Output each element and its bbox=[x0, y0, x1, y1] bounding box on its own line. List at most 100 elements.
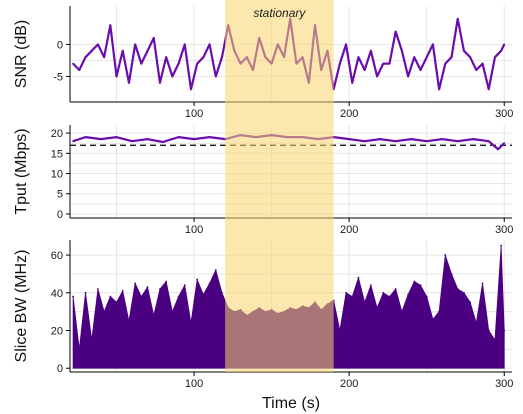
data-point bbox=[410, 138, 413, 141]
data-point bbox=[72, 295, 75, 298]
x-tick-label: 200 bbox=[340, 108, 358, 120]
data-point bbox=[481, 62, 484, 65]
data-point bbox=[469, 56, 472, 59]
data-point bbox=[165, 56, 168, 59]
y-tick-label: 10 bbox=[51, 169, 63, 181]
data-point bbox=[214, 75, 217, 78]
data-point bbox=[413, 280, 416, 283]
data-point bbox=[475, 322, 478, 324]
data-point bbox=[171, 75, 174, 78]
data-point bbox=[345, 43, 347, 46]
data-point bbox=[432, 43, 434, 46]
data-point bbox=[146, 286, 149, 289]
data-point bbox=[109, 295, 112, 298]
data-point bbox=[456, 140, 459, 143]
x-tick-label: 200 bbox=[340, 224, 358, 236]
data-point bbox=[72, 62, 75, 65]
data-point bbox=[196, 278, 199, 281]
data-point bbox=[162, 141, 164, 143]
y-tick-label: -5 bbox=[53, 71, 63, 83]
x-tick-label: 300 bbox=[495, 108, 513, 120]
data-point bbox=[394, 288, 397, 290]
x-tick-label: 100 bbox=[185, 378, 203, 390]
y-tick-label: 0 bbox=[57, 363, 63, 375]
snr-panel: -5 0 100 200 300 SNR (dB) bbox=[13, 6, 513, 120]
data-point bbox=[190, 322, 192, 324]
data-point bbox=[369, 49, 372, 52]
data-point bbox=[456, 288, 459, 290]
x-tick-label: 100 bbox=[185, 108, 203, 120]
data-point bbox=[425, 295, 428, 298]
data-point bbox=[494, 339, 496, 341]
y-axis-title: SNR (dB) bbox=[13, 20, 30, 88]
data-point bbox=[146, 49, 149, 52]
data-point bbox=[425, 56, 428, 59]
data-point bbox=[469, 301, 472, 304]
data-point bbox=[208, 282, 211, 285]
data-point bbox=[140, 295, 143, 298]
data-point bbox=[190, 88, 192, 91]
data-point bbox=[183, 43, 186, 46]
data-point bbox=[456, 17, 459, 20]
data-point bbox=[78, 348, 81, 351]
data-point bbox=[388, 295, 391, 298]
data-point bbox=[193, 138, 195, 141]
y-axis-title: Tput (Mbps) bbox=[13, 128, 30, 214]
data-point bbox=[177, 136, 180, 139]
data-point bbox=[214, 269, 217, 272]
data-point bbox=[444, 62, 447, 65]
data-point bbox=[146, 138, 149, 141]
data-point bbox=[500, 244, 503, 247]
data-point bbox=[183, 284, 186, 287]
data-point bbox=[500, 49, 503, 52]
data-point bbox=[382, 291, 385, 294]
data-point bbox=[503, 329, 506, 332]
data-point bbox=[487, 329, 490, 332]
x-tick-label: 200 bbox=[340, 378, 358, 390]
data-point bbox=[379, 138, 382, 141]
data-point bbox=[97, 43, 99, 46]
data-point bbox=[363, 301, 366, 304]
data-point bbox=[419, 69, 422, 71]
x-tick-label: 300 bbox=[495, 224, 513, 236]
data-point bbox=[97, 288, 99, 290]
y-tick-label: 5 bbox=[57, 189, 63, 201]
data-point bbox=[90, 49, 93, 52]
data-point bbox=[84, 136, 87, 139]
y-tick-label: 20 bbox=[51, 326, 63, 338]
data-point bbox=[84, 56, 87, 59]
stationary-highlight bbox=[225, 0, 334, 372]
data-point bbox=[438, 310, 441, 313]
y-tick-label: 0 bbox=[57, 209, 63, 221]
data-point bbox=[72, 140, 75, 143]
x-axis-title: Time (s) bbox=[262, 395, 320, 412]
data-point bbox=[376, 75, 378, 78]
data-point bbox=[503, 43, 506, 46]
data-point bbox=[348, 138, 351, 141]
data-point bbox=[115, 301, 118, 304]
data-point bbox=[115, 75, 118, 78]
data-point bbox=[165, 280, 168, 283]
data-point bbox=[131, 140, 133, 143]
x-tick-label: 300 bbox=[495, 378, 513, 390]
data-point bbox=[487, 140, 490, 143]
data-point bbox=[444, 254, 447, 256]
data-point bbox=[494, 56, 496, 59]
data-point bbox=[438, 88, 441, 91]
data-point bbox=[177, 295, 180, 298]
data-point bbox=[140, 62, 143, 65]
data-point bbox=[351, 295, 354, 298]
data-point bbox=[159, 288, 161, 290]
data-point bbox=[171, 310, 174, 313]
data-point bbox=[221, 56, 223, 59]
data-point bbox=[407, 75, 409, 78]
data-point bbox=[450, 56, 453, 59]
data-point bbox=[472, 138, 475, 141]
data-point bbox=[425, 140, 428, 143]
data-point bbox=[208, 136, 211, 139]
data-point bbox=[357, 56, 360, 59]
data-point bbox=[121, 49, 124, 52]
data-point bbox=[407, 293, 409, 296]
data-point bbox=[208, 43, 211, 46]
data-point bbox=[78, 69, 81, 71]
